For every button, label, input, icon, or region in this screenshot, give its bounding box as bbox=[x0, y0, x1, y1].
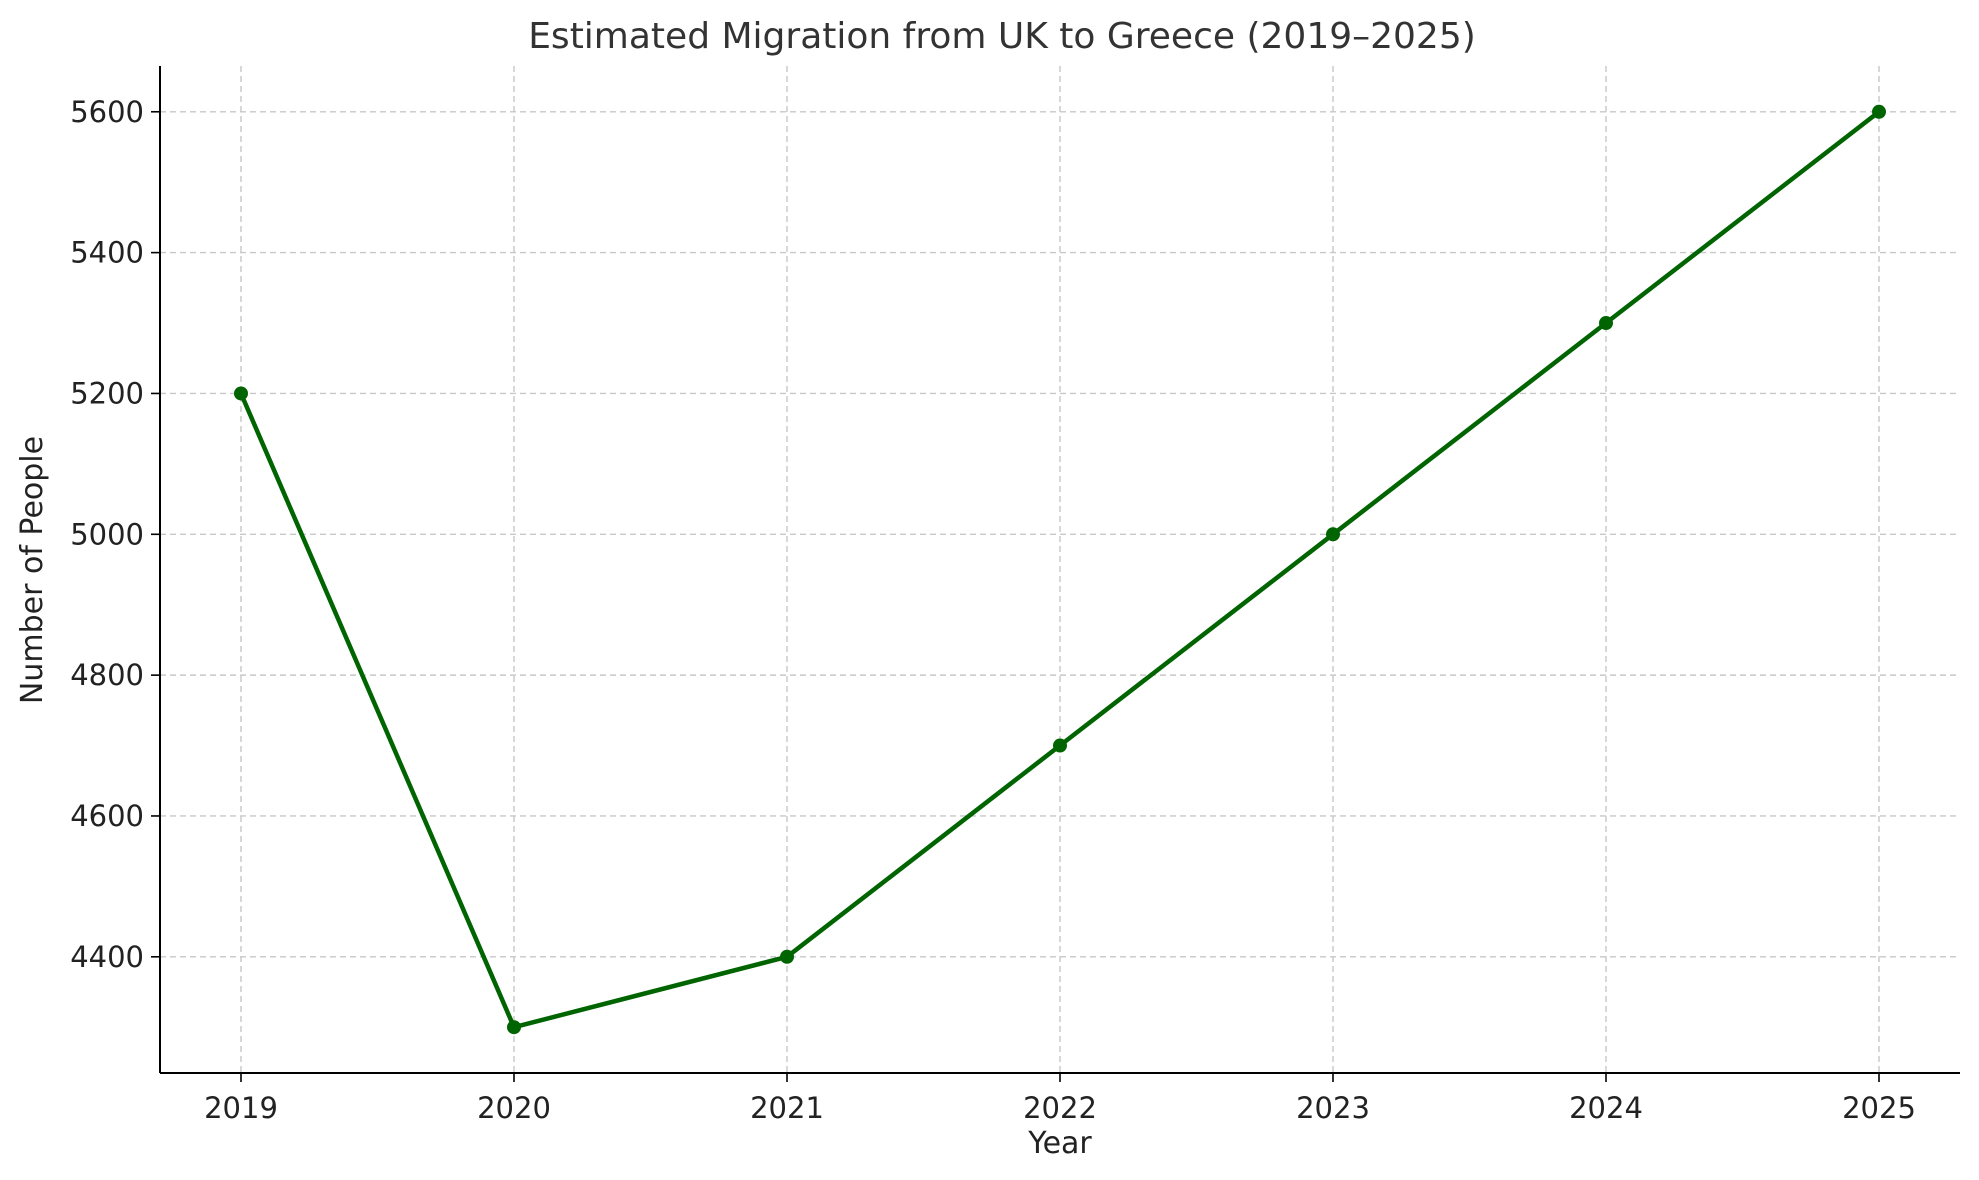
x-tick-label: 2024 bbox=[1569, 1091, 1643, 1125]
y-tick-label: 4800 bbox=[70, 658, 144, 692]
data-point bbox=[1326, 527, 1340, 542]
y-tick-label: 5200 bbox=[70, 376, 144, 410]
data-point bbox=[780, 949, 794, 964]
data-point bbox=[234, 386, 248, 401]
chart-title: Estimated Migration from UK to Greece (2… bbox=[528, 16, 1476, 57]
x-axis-ticks: 2019 2020 2021 2022 2023 2024 2025 bbox=[204, 1073, 1916, 1125]
y-axis-label: Number of People bbox=[15, 436, 50, 704]
x-tick-label: 2019 bbox=[204, 1091, 278, 1125]
x-tick-label: 2021 bbox=[750, 1091, 824, 1125]
x-tick-label: 2025 bbox=[1842, 1091, 1916, 1125]
data-point bbox=[507, 1020, 521, 1035]
y-tick-label: 4600 bbox=[70, 799, 144, 833]
series-group bbox=[234, 104, 1886, 1035]
y-tick-label: 5400 bbox=[70, 236, 144, 270]
data-point bbox=[1872, 104, 1886, 119]
x-tick-label: 2020 bbox=[477, 1091, 551, 1125]
grid bbox=[160, 66, 1960, 1073]
y-axis-ticks: 4400 4600 4800 5000 5200 5400 5600 bbox=[70, 95, 160, 974]
x-tick-label: 2023 bbox=[1296, 1091, 1370, 1125]
x-tick-label: 2022 bbox=[1023, 1091, 1097, 1125]
y-tick-label: 5000 bbox=[70, 517, 144, 551]
x-axis-label: Year bbox=[1027, 1126, 1092, 1161]
y-tick-label: 4400 bbox=[70, 940, 144, 974]
y-tick-label: 5600 bbox=[70, 95, 144, 129]
data-point bbox=[1053, 738, 1067, 753]
data-point bbox=[1599, 316, 1613, 331]
